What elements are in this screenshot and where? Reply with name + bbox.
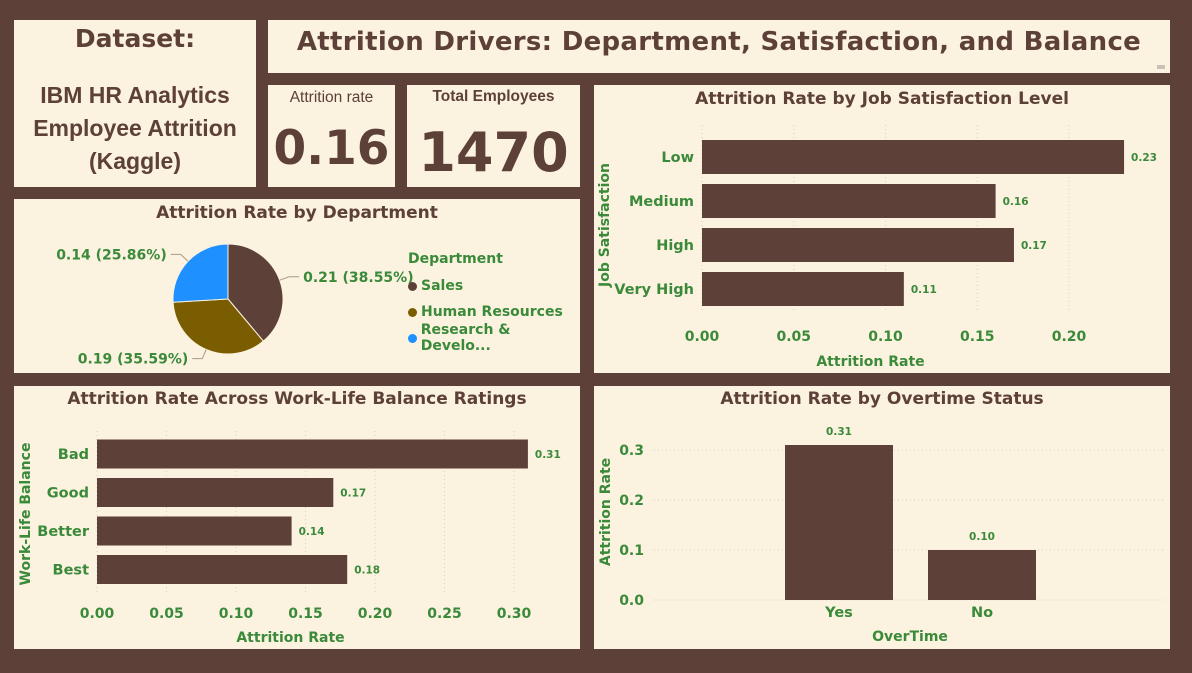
satisfaction-chart-title: Attrition Rate by Job Satisfaction Level (695, 89, 1069, 109)
pie-slice-research-develo[interactable] (172, 243, 229, 303)
x-tick-label: 0.25 (427, 606, 462, 622)
x-tick-label: 0.00 (80, 606, 115, 622)
category-label-no: No (971, 605, 993, 621)
x-tick-label: 0.05 (776, 329, 811, 345)
department-legend: Department Sales Human Resources Researc… (408, 251, 580, 354)
department-pie-chart: 0.21 (38.55%) 0.19 (35.59%) 0.14 (25.86%) (56, 243, 414, 368)
legend-item-rd[interactable]: Research & Develo... (408, 322, 580, 354)
dataset-card: Dataset: IBM HR Analytics Employee Attri… (14, 20, 256, 187)
pie-leader-sales (279, 276, 300, 281)
y-tick-label: 0.2 (619, 493, 644, 509)
department-chart-title: Attrition Rate by Department (156, 203, 438, 223)
bar-very-high[interactable] (702, 272, 904, 306)
category-label-high: High (656, 238, 694, 254)
kpi-employees-value: 1470 (418, 121, 569, 184)
legend-item-sales[interactable]: Sales (408, 273, 580, 299)
overtime-bar-chart: 0.0 0.1 0.2 0.3 0.31 Yes 0.10 No OverTime Attriti… (598, 426, 1164, 645)
worklife-chart-panel: Attrition Rate Across Work-Life Balance … (14, 386, 580, 649)
category-label-low: Low (661, 150, 694, 166)
x-tick-label: 0.15 (960, 329, 995, 345)
legend-label-hr: Human Resources (421, 304, 563, 320)
bar-low[interactable] (702, 140, 1125, 174)
data-label-good: 0.17 (340, 488, 366, 500)
worklife-chart-title: Attrition Rate Across Work-Life Balance … (67, 389, 527, 409)
data-label-no: 0.10 (969, 531, 995, 543)
pie-slice-sales[interactable] (227, 243, 284, 342)
pie-label-sales: 0.21 (38.55%) (303, 270, 414, 286)
category-label-bad: Bad (58, 447, 89, 463)
x-axis-title: OverTime (872, 629, 948, 645)
dataset-name-line1: IBM HR Analytics (40, 82, 230, 108)
data-label-low: 0.23 (1131, 152, 1157, 164)
kpi-employees-card: Total Employees 1470 (407, 85, 580, 187)
bar-good[interactable] (97, 478, 334, 507)
category-label-better: Better (37, 524, 90, 540)
y-axis-title: Job Satisfaction (597, 163, 613, 288)
x-tick-label: 0.00 (685, 329, 720, 345)
dataset-heading: Dataset: (74, 24, 196, 53)
satisfaction-bar-chart: 0.00 0.05 0.10 0.15 0.20 Low 0.23 Medium 0.16 Hig… (597, 125, 1157, 370)
data-label-yes: 0.31 (826, 426, 852, 438)
category-label-best: Best (53, 563, 90, 579)
kpi-employees-label: Total Employees (432, 88, 555, 105)
data-label-better: 0.14 (299, 526, 325, 538)
legend-marker-sales (408, 281, 417, 291)
legend-marker-hr (408, 307, 417, 317)
legend-item-hr[interactable]: Human Resources (408, 299, 580, 325)
category-label-yes: Yes (824, 605, 853, 621)
pie-label-human-resources: 0.19 (35.59%) (78, 352, 189, 368)
y-tick-label: 0.3 (619, 443, 644, 459)
kpi-attrition-value: 0.16 (273, 121, 390, 176)
legend-label-sales: Sales (421, 278, 464, 294)
legend-label-rd: Research & Develo... (420, 322, 511, 354)
bar-no[interactable] (928, 550, 1036, 600)
kpi-attrition-label: Attrition rate (289, 89, 374, 106)
bar-bad[interactable] (97, 439, 528, 469)
page-title: Attrition Drivers: Department, Satisfact… (296, 27, 1142, 57)
data-label-bad: 0.31 (535, 449, 561, 461)
x-tick-label: 0.30 (497, 606, 532, 622)
x-tick-label: 0.10 (219, 606, 254, 622)
x-tick-label: 0.20 (358, 606, 393, 622)
bar-better[interactable] (97, 516, 292, 546)
department-chart-panel: Attrition Rate by Department 0.21 (38.55… (14, 199, 580, 373)
legend-title: Department (408, 251, 503, 267)
legend-marker-rd (408, 333, 417, 343)
x-axis-title: Attrition Rate (816, 354, 924, 370)
x-tick-label: 0.05 (149, 606, 184, 622)
y-tick-label: 0.0 (619, 593, 644, 609)
satisfaction-chart-panel: Attrition Rate by Job Satisfaction Level… (594, 85, 1170, 373)
x-tick-label: 0.10 (868, 329, 903, 345)
x-tick-label: 0.20 (1052, 329, 1087, 345)
worklife-bar-chart: 0.00 0.05 0.10 0.15 0.20 0.25 0.30 Bad 0.31 Good 0… (18, 431, 561, 646)
resize-handle[interactable] (1157, 65, 1165, 69)
dataset-source: (Kaggle) (89, 148, 181, 174)
category-label-very-high: Very High (614, 282, 694, 298)
pie-leader-research-develo (170, 253, 189, 262)
dataset-name-line2: Employee Attrition (33, 115, 237, 141)
overtime-chart-panel: Attrition Rate by Overtime Status 0.0 0.1… (594, 386, 1170, 649)
overtime-chart-title: Attrition Rate by Overtime Status (720, 389, 1044, 409)
kpi-attrition-card: Attrition rate 0.16 (268, 85, 395, 187)
category-label-good: Good (47, 486, 89, 502)
y-axis-title: Work-Life Balance (18, 443, 34, 586)
bar-yes[interactable] (785, 445, 893, 600)
data-label-medium: 0.16 (1003, 196, 1029, 208)
bar-best[interactable] (97, 555, 348, 584)
data-label-high: 0.17 (1021, 240, 1047, 252)
data-label-best: 0.18 (354, 565, 380, 577)
x-axis-title: Attrition Rate (236, 630, 344, 646)
x-tick-label: 0.15 (288, 606, 323, 622)
header-panel: Attrition Drivers: Department, Satisfact… (268, 20, 1170, 73)
y-axis-title: Attrition Rate (598, 458, 614, 566)
pie-label-research-develo: 0.14 (25.86%) (56, 247, 167, 263)
y-tick-label: 0.1 (619, 543, 644, 559)
data-label-very-high: 0.11 (911, 284, 937, 296)
bar-high[interactable] (702, 228, 1014, 262)
pie-leader-human-resources (192, 349, 207, 360)
category-label-medium: Medium (629, 194, 694, 210)
bar-medium[interactable] (702, 184, 996, 218)
pie-slice-human-resources[interactable] (172, 298, 265, 355)
